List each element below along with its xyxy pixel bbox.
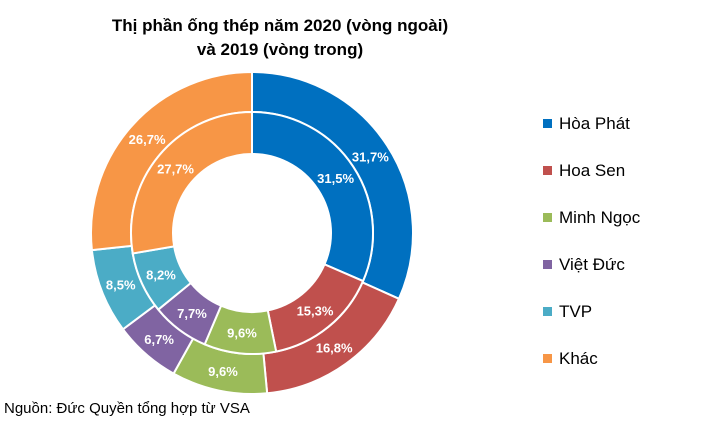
- outer-label-tvp: 8,5%: [106, 277, 136, 292]
- outer-label-hoa-phat: 31,7%: [352, 149, 389, 164]
- inner-label-khac: 27,7%: [157, 162, 194, 177]
- inner-label-viet-duc: 7,7%: [177, 306, 207, 321]
- legend-label: TVP: [559, 302, 593, 321]
- legend-swatch: [543, 354, 552, 363]
- inner-label-tvp: 8,2%: [146, 267, 176, 282]
- outer-label-minh-ngoc: 9,6%: [208, 364, 238, 379]
- outer-label-khac: 26,7%: [129, 132, 166, 147]
- inner-slice-khac: [130, 110, 253, 255]
- legend-label: Minh Ngọc: [559, 208, 641, 227]
- inner-label-hoa-sen: 15,3%: [297, 304, 334, 319]
- legend-swatch: [543, 213, 552, 222]
- legend-label: Việt Đức: [559, 255, 625, 274]
- legend-label: Hòa Phát: [559, 114, 630, 133]
- inner-label-hoa-phat: 31,5%: [317, 171, 354, 186]
- legend-swatch: [543, 119, 552, 128]
- legend-swatch: [543, 166, 552, 175]
- inner-label-minh-ngoc: 9,6%: [227, 325, 257, 340]
- chart-title-line-2: và 2019 (vòng trong): [196, 40, 364, 59]
- outer-label-hoa-sen: 16,8%: [316, 341, 353, 356]
- inner-slice-hoa-phat: [251, 110, 374, 283]
- legend-label: Hoa Sen: [559, 161, 626, 180]
- chart-title-line-1: Thị phần ống thép năm 2020 (vòng ngoài): [111, 16, 449, 35]
- outer-label-viet-duc: 6,7%: [144, 332, 174, 347]
- legend-label: Khác: [559, 349, 598, 368]
- legend-swatch: [543, 307, 552, 316]
- source-note: Nguồn: Đức Quyền tổng hợp từ VSA: [4, 400, 250, 417]
- legend-swatch: [543, 260, 552, 269]
